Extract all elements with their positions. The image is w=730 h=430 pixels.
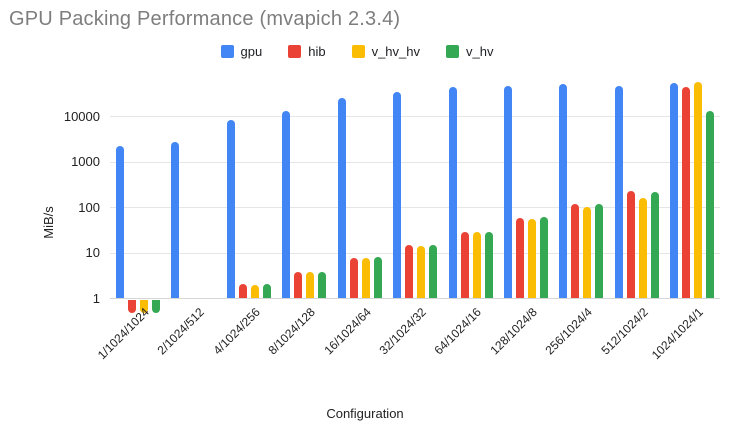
bar-v_hv-1024/1024/1[interactable] <box>706 110 715 298</box>
x-tick-label-16/1024/64: 16/1024/64 <box>321 305 374 358</box>
bar-v_hv-4/1024/256[interactable] <box>262 284 271 298</box>
bar-v_hv_hv-256/1024/4[interactable] <box>583 207 592 298</box>
legend-label-hib: hib <box>308 44 326 59</box>
bar-gpu-32/1024/32[interactable] <box>393 91 401 298</box>
bar-v_hv-512/1024/2[interactable] <box>650 191 659 298</box>
bar-v_hv-128/1024/8[interactable] <box>539 216 548 298</box>
legend-item-v_hv: v_hv <box>446 44 493 59</box>
bar-hib-128/1024/8[interactable] <box>515 217 524 298</box>
x-tick-label-32/1024/32: 32/1024/32 <box>376 305 429 358</box>
bar-v_hv_hv-128/1024/8[interactable] <box>527 218 536 298</box>
bar-v_hv-256/1024/4[interactable] <box>595 203 604 298</box>
bar-v_hv_hv-512/1024/2[interactable] <box>638 197 647 298</box>
gridline-100 <box>110 207 720 209</box>
chart-legend: gpu hib v_hv_hv v_hv <box>0 44 722 59</box>
x-axis-title: Configuration <box>326 406 404 421</box>
x-tick-label-4/1024/256: 4/1024/256 <box>210 305 263 358</box>
bar-v_hv-64/1024/16[interactable] <box>484 231 493 298</box>
legend-swatch-gpu <box>220 45 234 58</box>
legend-item-gpu: gpu <box>220 44 263 59</box>
bar-v_hv_hv-4/1024/256[interactable] <box>250 285 259 298</box>
legend-label-v_hv: v_hv <box>466 44 494 59</box>
bar-gpu-128/1024/8[interactable] <box>503 85 512 298</box>
bar-hib-8/1024/128[interactable] <box>294 272 303 298</box>
bar-hib-64/1024/16[interactable] <box>460 231 469 298</box>
bar-hib-4/1024/256[interactable] <box>238 284 247 298</box>
y-tick-label: 1000 <box>71 154 100 170</box>
bar-gpu-512/1024/2[interactable] <box>614 86 623 298</box>
x-tick-label-128/1024/8: 128/1024/8 <box>487 305 540 358</box>
y-tick-label: 100 <box>78 199 100 215</box>
bar-v_hv-32/1024/32[interactable] <box>429 244 437 298</box>
bar-v_hv_hv-1/1024/1024[interactable] <box>139 300 148 313</box>
bar-hib-1/1024/1024[interactable] <box>127 300 136 313</box>
bar-gpu-4/1024/256[interactable] <box>226 119 235 298</box>
gridline-1 <box>110 298 720 299</box>
x-tick-label-8/1024/128: 8/1024/128 <box>265 305 318 358</box>
bar-gpu-1/1024/1024[interactable] <box>115 146 124 298</box>
bar-gpu-8/1024/128[interactable] <box>282 111 291 298</box>
bar-hib-1024/1024/1[interactable] <box>682 87 691 298</box>
y-tick-label: 10000 <box>63 108 100 124</box>
legend-swatch-v_hv <box>446 45 459 58</box>
bar-hib-32/1024/32[interactable] <box>405 244 413 298</box>
bar-v_hv_hv-64/1024/16[interactable] <box>472 232 481 298</box>
bar-v_hv_hv-8/1024/128[interactable] <box>306 272 315 298</box>
bar-gpu-16/1024/64[interactable] <box>337 98 346 298</box>
bar-v_hv_hv-32/1024/32[interactable] <box>417 246 425 298</box>
bar-gpu-2/1024/512[interactable] <box>171 141 180 298</box>
bar-hib-512/1024/2[interactable] <box>626 190 635 298</box>
bar-v_hv-8/1024/128[interactable] <box>318 272 327 298</box>
gridline-1000 <box>110 161 720 163</box>
legend-item-hib: hib <box>288 44 326 59</box>
legend-swatch-hib <box>288 45 302 58</box>
x-tick-label-1/1024/1024: 1/1024/1024 <box>94 305 152 363</box>
y-tick-label: 10 <box>85 245 100 261</box>
bar-v_hv-1/1024/1024[interactable] <box>151 300 160 313</box>
bar-gpu-1024/1024/1[interactable] <box>670 82 679 298</box>
bar-hib-256/1024/4[interactable] <box>571 203 580 298</box>
legend-label-gpu: gpu <box>240 44 263 59</box>
bar-v_hv_hv-1024/1024/1[interactable] <box>694 82 703 298</box>
legend-item-v_hv_hv: v_hv_hv <box>351 44 420 59</box>
x-tick-label-256/1024/4: 256/1024/4 <box>542 305 596 358</box>
bar-hib-16/1024/64[interactable] <box>349 258 358 298</box>
bar-v_hv_hv-16/1024/64[interactable] <box>361 257 370 298</box>
chart-title: GPU Packing Performance (mvapich 2.3.4) <box>9 8 401 30</box>
bar-gpu-64/1024/16[interactable] <box>448 87 457 298</box>
gridline-10 <box>110 252 720 254</box>
x-tick-label-64/1024/16: 64/1024/16 <box>431 305 485 358</box>
x-tick-label-1024/1024/1: 1024/1024/1 <box>649 305 707 363</box>
y-tick-label: 1 <box>92 290 100 306</box>
bar-gpu-256/1024/4[interactable] <box>559 83 568 298</box>
x-tick-label-512/1024/2: 512/1024/2 <box>598 305 651 358</box>
x-tick-label-2/1024/512: 2/1024/512 <box>154 305 208 358</box>
legend-swatch-v_hv_hv <box>351 45 365 58</box>
gridline-10000 <box>110 116 720 118</box>
bar-v_hv-16/1024/64[interactable] <box>373 257 382 298</box>
legend-label-v_hv_hv: v_hv_hv <box>371 44 420 59</box>
